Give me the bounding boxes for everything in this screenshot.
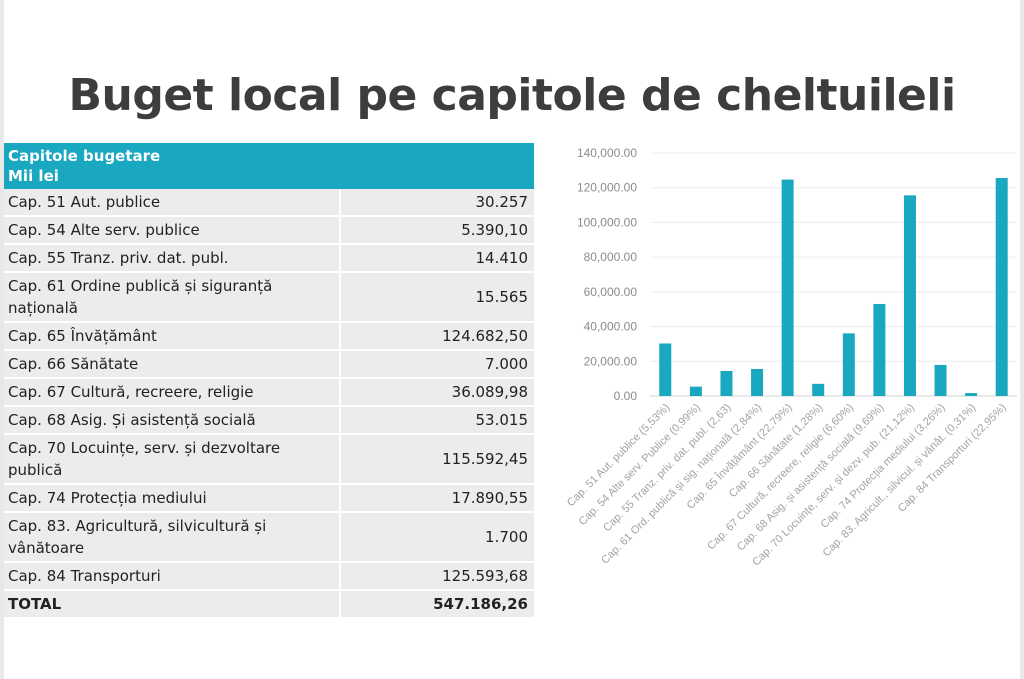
bar: [720, 370, 733, 396]
row-label: Cap. 54 Alte serv. publice: [4, 216, 340, 245]
x-category-label: Cap. 54 Alte serv. Publice (0,99%): [577, 402, 703, 528]
bar: [659, 343, 672, 396]
table-body: Cap. 51 Aut. publice 30.257 Cap. 54 Alte s…: [4, 189, 534, 619]
table-row: Cap. 67 Cultură, recreere, religie 36.089…: [4, 378, 534, 407]
y-tick-label: 0.00: [614, 389, 638, 403]
header-line-unit: Mii lei: [8, 167, 59, 185]
table-row: Cap. 74 Protecția mediului 17.890,55: [4, 484, 534, 513]
y-tick-label: 80,000.00: [584, 250, 638, 264]
row-value: 125.593,68: [339, 562, 534, 591]
bar: [934, 364, 947, 396]
row-label: Cap. 66 Sănătate: [4, 350, 340, 379]
bar: [751, 368, 764, 396]
right-edge: [1020, 0, 1024, 679]
bar: [873, 303, 886, 396]
table-header: Capitole bugetare Mii lei: [4, 143, 534, 189]
table-row: Cap. 51 Aut. publice 30.257: [4, 189, 534, 217]
table-row: Cap. 84 Transporturi 125.593,68: [4, 562, 534, 591]
row-label: Cap. 55 Tranz. priv. dat. publ.: [4, 244, 340, 273]
y-tick-label: 20,000.00: [584, 354, 638, 368]
table-row: Cap. 65 Învățământ 124.682,50: [4, 322, 534, 351]
row-value: 15.565: [339, 272, 534, 323]
row-label: Cap. 61 Ordine publică și siguranță nați…: [4, 272, 340, 323]
row-label: Cap. 84 Transporturi: [4, 562, 340, 591]
budget-table: Capitole bugetare Mii lei Cap. 51 Aut. p…: [4, 143, 534, 619]
page-title: Buget local pe capitole de cheltuileli: [68, 70, 956, 121]
total-row: TOTAL 547.186,26: [4, 590, 534, 619]
row-value: 124.682,50: [339, 322, 534, 351]
bar: [689, 386, 702, 396]
y-tick-label: 120,000.00: [577, 181, 637, 195]
row-label: Cap. 51 Aut. publice: [4, 189, 340, 217]
row-value: 53.015: [339, 406, 534, 435]
table-header-row: Capitole bugetare Mii lei: [4, 143, 534, 189]
bar: [965, 393, 978, 396]
row-label: Cap. 83. Agricultură, silvicultură și vâ…: [4, 512, 340, 563]
row-value: 1.700: [339, 512, 534, 563]
y-tick-label: 140,000.00: [577, 146, 637, 160]
row-value: 115.592,45: [339, 434, 534, 485]
bar: [903, 195, 916, 396]
row-label: Cap. 67 Cultură, recreere, religie: [4, 378, 340, 407]
row-value: 30.257: [339, 189, 534, 217]
row-value: 14.410: [339, 244, 534, 273]
row-value: 36.089,98: [339, 378, 534, 407]
total-label: TOTAL: [4, 590, 340, 619]
total-value: 547.186,26: [339, 590, 534, 619]
bar: [995, 178, 1008, 396]
bar: [781, 179, 794, 396]
row-label: Cap. 70 Locuințe, serv. și dezvoltare pu…: [4, 434, 340, 485]
row-label: Cap. 68 Asig. Și asistență socială: [4, 406, 340, 435]
budget-bar-chart: 0.00 20,000.00 40,000.00 60,000.00 80,000.00…: [565, 146, 1017, 569]
table-row: Cap. 55 Tranz. priv. dat. publ. 14.410: [4, 244, 534, 273]
table-row: Cap. 66 Sănătate 7.000: [4, 350, 534, 379]
table-row: Cap. 68 Asig. Și asistență socială 53.015: [4, 406, 534, 435]
x-category-label: Cap. 55 Tranz. priv. dat. publ. (2,63): [601, 402, 733, 534]
bar: [812, 383, 825, 396]
table-row: Cap. 54 Alte serv. publice 5.390,10: [4, 216, 534, 245]
y-tick-label: 40,000.00: [584, 320, 638, 334]
table-row: Cap. 61 Ordine publică și siguranță nați…: [4, 272, 534, 323]
row-label: Cap. 74 Protecția mediului: [4, 484, 340, 513]
row-value: 7.000: [339, 350, 534, 379]
table-row: Cap. 70 Locuințe, serv. și dezvoltare pu…: [4, 434, 534, 485]
y-tick-label: 60,000.00: [584, 285, 638, 299]
row-value: 5.390,10: [339, 216, 534, 245]
y-tick-label: 100,000.00: [577, 215, 637, 229]
row-label: Cap. 65 Învățământ: [4, 322, 340, 351]
bar: [842, 333, 855, 396]
table-row: Cap. 83. Agricultură, silvicultură și vâ…: [4, 512, 534, 563]
left-edge: [0, 0, 4, 679]
row-value: 17.890,55: [339, 484, 534, 513]
header-line-chapters: Capitole bugetare: [8, 147, 161, 165]
